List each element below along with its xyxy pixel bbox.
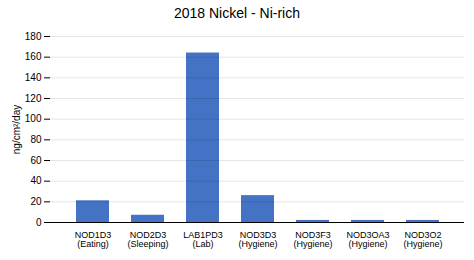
svg-text:NOD1D3(Eating): NOD1D3(Eating)	[75, 230, 112, 249]
svg-text:80: 80	[30, 134, 42, 145]
svg-text:120: 120	[25, 93, 42, 104]
svg-text:0: 0	[36, 217, 42, 228]
svg-text:140: 140	[25, 72, 42, 83]
svg-text:NOD3F3(Hygiene): NOD3F3(Hygiene)	[293, 230, 332, 249]
svg-text:40: 40	[30, 175, 42, 186]
svg-text:NOD3D3(Hygiene): NOD3D3(Hygiene)	[238, 230, 277, 249]
svg-text:ng/cm²/day: ng/cm²/day	[11, 105, 22, 154]
svg-text:180: 180	[25, 31, 42, 42]
svg-text:NOD3O2(Hygiene): NOD3O2(Hygiene)	[403, 230, 442, 249]
svg-text:160: 160	[25, 51, 42, 62]
svg-text:60: 60	[30, 155, 42, 166]
svg-text:20: 20	[30, 196, 42, 207]
svg-text:LAB1PD3(Lab): LAB1PD3(Lab)	[183, 230, 223, 249]
svg-text:100: 100	[25, 113, 42, 124]
svg-text:NOD2D3(Sleeping): NOD2D3(Sleeping)	[127, 230, 168, 249]
html-text:2018 Nickel - Ni-rich: 2018 Nickel - Ni-rich	[174, 5, 300, 21]
svg-text:NOD3OA3(Hygiene): NOD3OA3(Hygiene)	[346, 230, 389, 249]
